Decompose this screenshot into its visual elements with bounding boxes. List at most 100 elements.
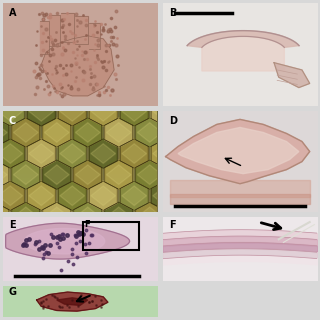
Polygon shape [44,165,69,185]
Polygon shape [58,97,86,126]
Polygon shape [120,139,148,168]
Polygon shape [0,123,7,142]
Polygon shape [0,80,7,100]
Polygon shape [166,119,310,184]
Polygon shape [120,181,148,210]
Polygon shape [274,63,310,88]
Text: C: C [9,116,16,126]
Polygon shape [182,181,210,210]
Polygon shape [75,80,100,100]
Polygon shape [0,97,24,126]
Polygon shape [136,160,164,189]
Polygon shape [170,180,310,197]
Polygon shape [12,160,40,189]
Polygon shape [29,144,54,164]
Polygon shape [137,80,162,100]
Polygon shape [168,207,193,227]
Polygon shape [0,139,24,168]
Polygon shape [170,194,310,204]
Polygon shape [178,127,299,174]
Polygon shape [74,76,102,105]
Polygon shape [199,165,224,185]
Polygon shape [74,160,102,189]
Polygon shape [44,123,69,142]
Polygon shape [75,123,100,142]
Polygon shape [36,292,108,311]
Polygon shape [12,76,40,105]
Polygon shape [106,165,131,185]
Polygon shape [89,23,100,49]
Polygon shape [74,118,102,147]
Polygon shape [91,144,116,164]
Polygon shape [167,202,195,231]
Polygon shape [198,202,226,231]
Bar [83,222,139,250]
Polygon shape [0,207,7,227]
Polygon shape [198,76,226,105]
Polygon shape [60,101,85,121]
Polygon shape [12,118,40,147]
Polygon shape [89,139,117,168]
Polygon shape [106,207,131,227]
Polygon shape [43,202,71,231]
Polygon shape [40,21,49,54]
Polygon shape [168,165,193,185]
Polygon shape [120,97,148,126]
Polygon shape [0,118,9,147]
Polygon shape [75,165,100,185]
Polygon shape [75,207,100,227]
Polygon shape [29,101,54,121]
Polygon shape [44,207,69,227]
Polygon shape [12,202,40,231]
Polygon shape [106,123,131,142]
Polygon shape [136,76,164,105]
Polygon shape [0,202,9,231]
Polygon shape [89,181,117,210]
Polygon shape [151,97,179,126]
Polygon shape [137,165,162,185]
Polygon shape [49,15,60,46]
Polygon shape [57,298,88,305]
Polygon shape [91,101,116,121]
Polygon shape [105,118,133,147]
Polygon shape [43,76,71,105]
Text: G: G [9,287,17,297]
Polygon shape [60,186,85,206]
Polygon shape [136,118,164,147]
Polygon shape [44,80,69,100]
Polygon shape [202,36,284,71]
Polygon shape [184,144,209,164]
Polygon shape [136,202,164,231]
Polygon shape [41,36,114,96]
Polygon shape [13,165,38,185]
Polygon shape [122,101,147,121]
Polygon shape [122,186,147,206]
Polygon shape [105,76,133,105]
Polygon shape [199,80,224,100]
Polygon shape [199,207,224,227]
Polygon shape [27,139,55,168]
Polygon shape [198,118,226,147]
Text: D: D [169,116,177,126]
Polygon shape [61,13,74,42]
Polygon shape [184,101,209,121]
Text: A: A [9,8,16,18]
Polygon shape [29,186,54,206]
Polygon shape [182,139,210,168]
Text: F: F [85,220,90,229]
Polygon shape [153,101,178,121]
Polygon shape [0,186,23,206]
Polygon shape [43,118,71,147]
Polygon shape [168,123,193,142]
Text: F: F [169,220,175,230]
Polygon shape [106,80,131,100]
Polygon shape [122,144,147,164]
Polygon shape [105,160,133,189]
Polygon shape [6,223,130,259]
Polygon shape [27,97,55,126]
Polygon shape [13,80,38,100]
Polygon shape [153,186,178,206]
Polygon shape [198,160,226,189]
Text: E: E [9,220,15,230]
Text: B: B [169,8,176,18]
